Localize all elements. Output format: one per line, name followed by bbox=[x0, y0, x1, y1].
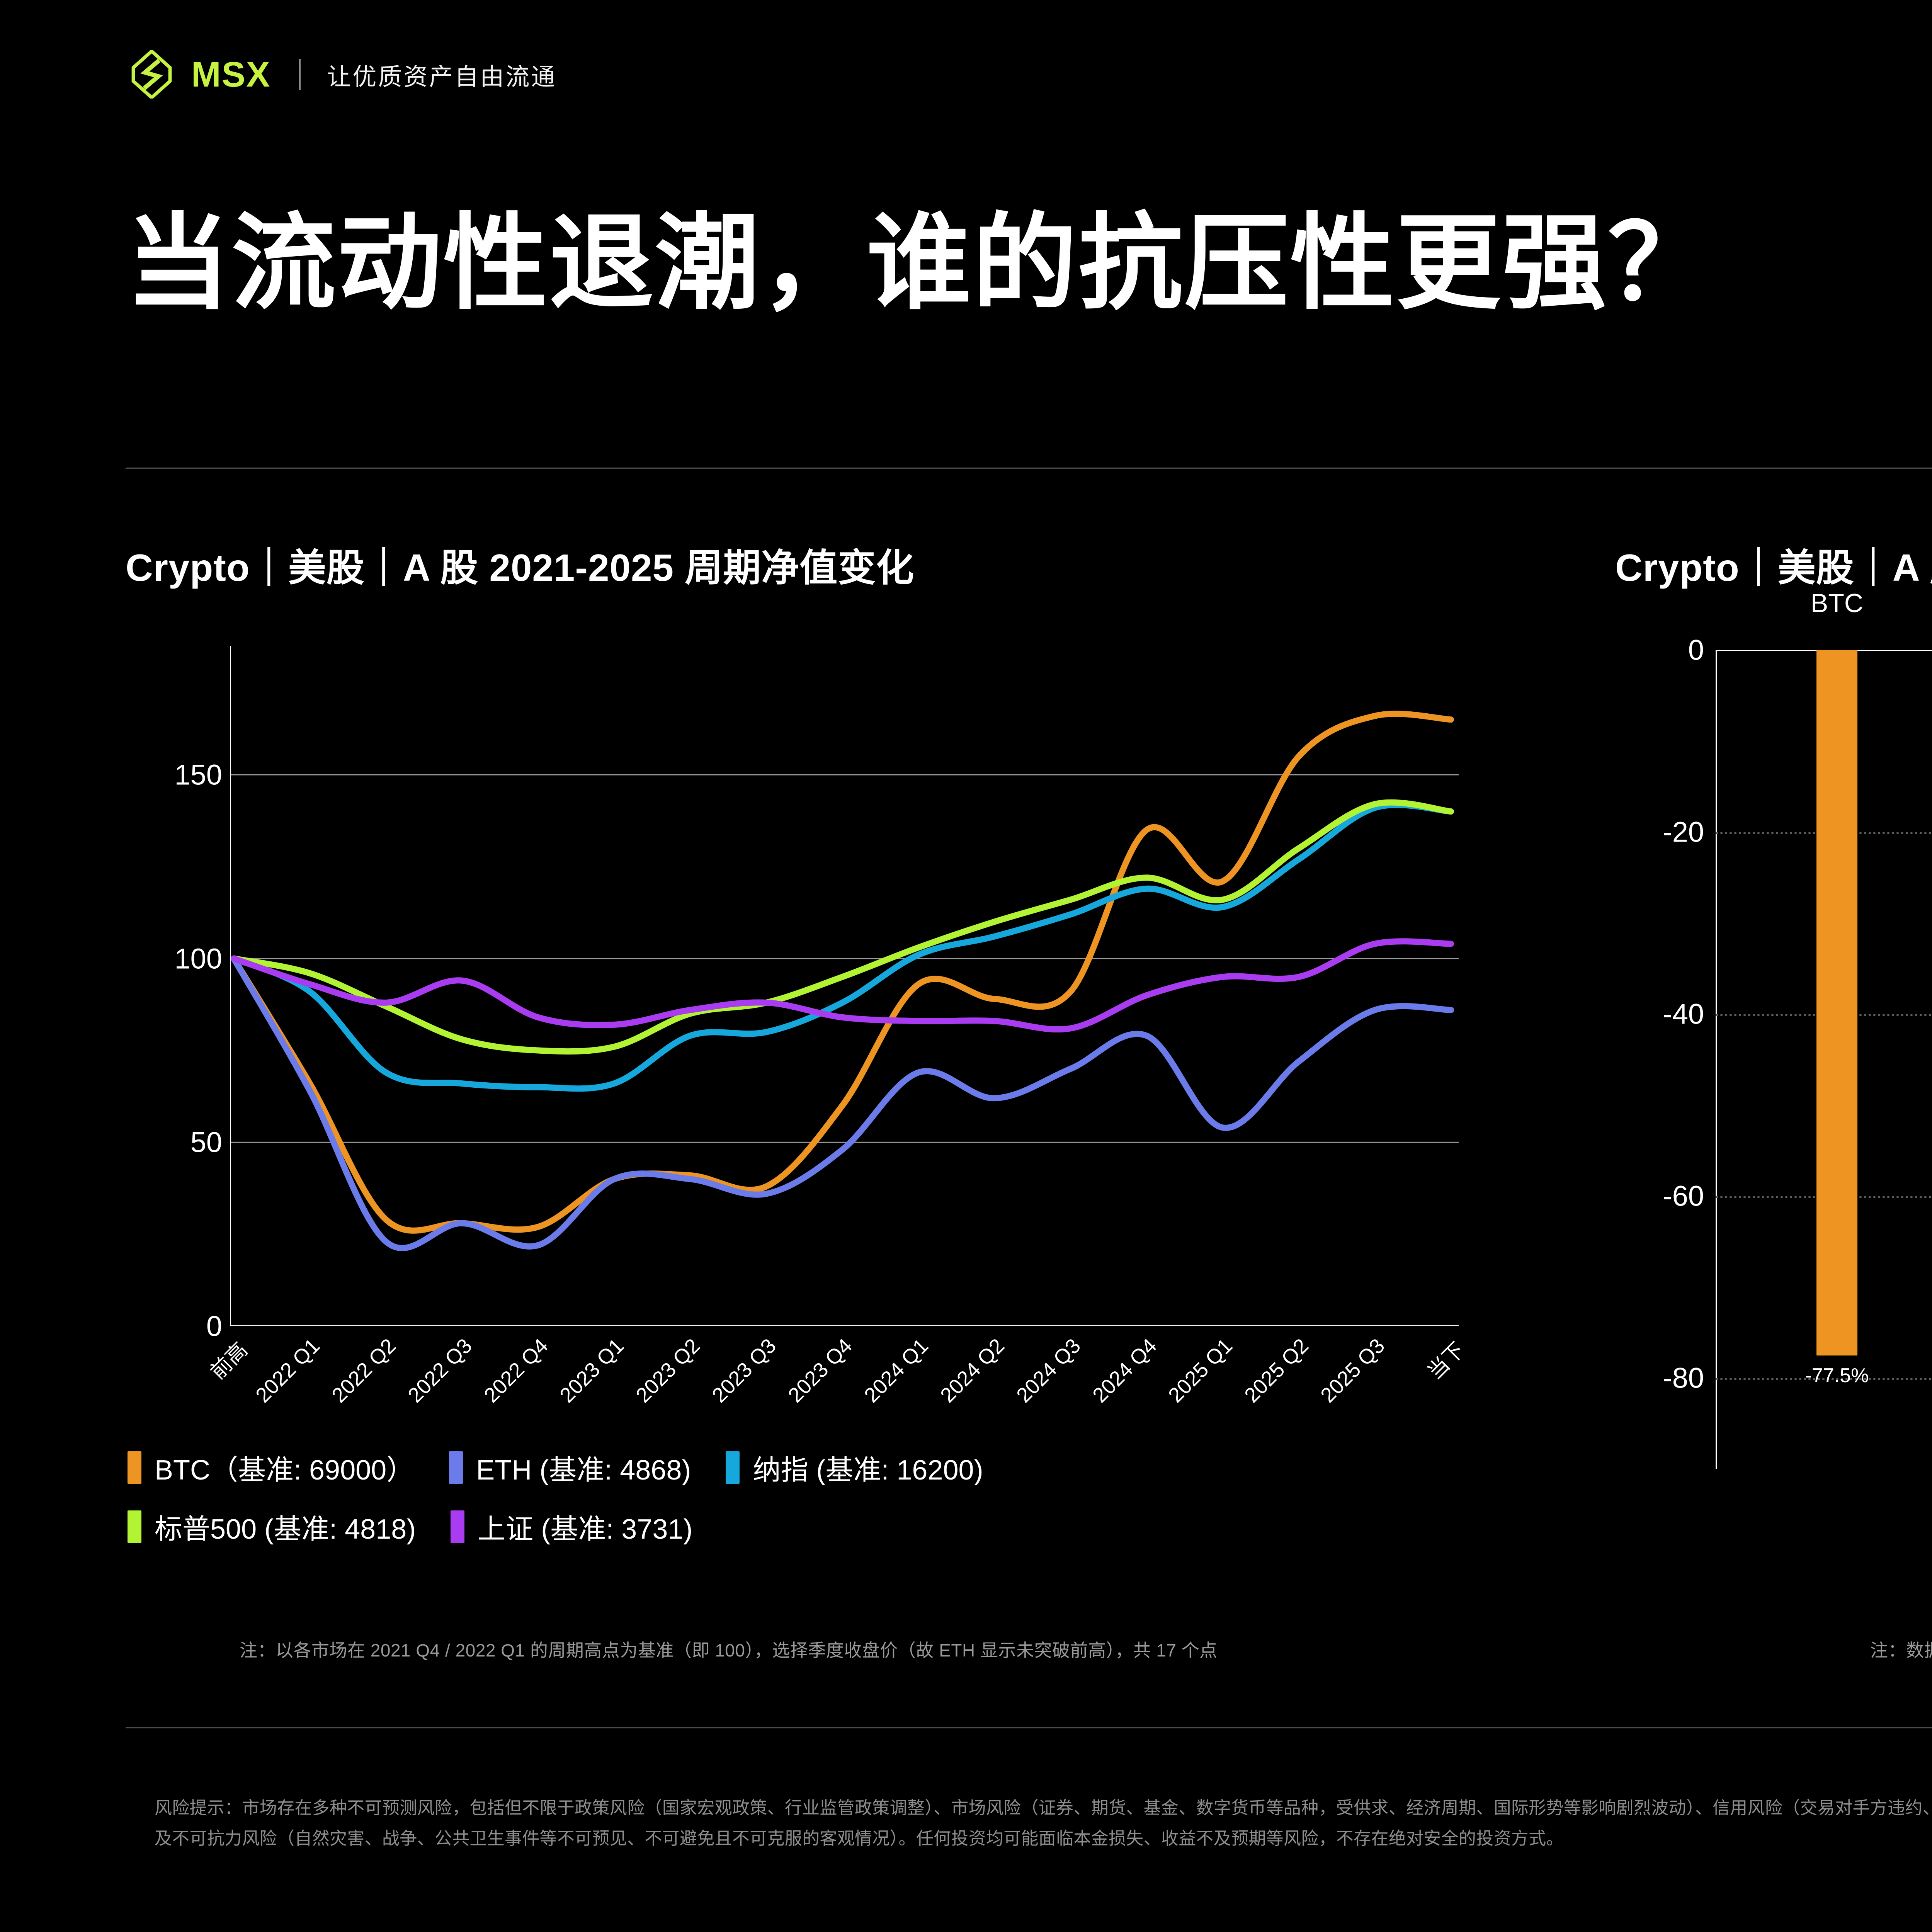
legend-label: BTC（基准: 69000） bbox=[155, 1455, 415, 1486]
line-chart-plot bbox=[229, 646, 1459, 1336]
line-chart-panel: Crypto｜美股｜A 股 2021-2025 周期净值变化 0 50 100 150… bbox=[126, 537, 1555, 1407]
bar-chart-panel: Crypto｜美股｜A 股 「最大回撤」对比 0 -20 -40 -60 -80 BTC… bbox=[1615, 537, 1932, 1469]
line-chart-y-tick: 100 bbox=[174, 942, 222, 975]
line-chart-y-tick: 50 bbox=[190, 1126, 222, 1158]
line-chart-x-tick: 2023 Q2 bbox=[631, 1334, 705, 1407]
legend-label: 标普500 (基准: 4818) bbox=[155, 1514, 416, 1545]
line-chart-x-tick: 2025 Q3 bbox=[1316, 1334, 1389, 1407]
brand-tagline: 让优质资产自由流通 bbox=[327, 63, 557, 90]
line-chart-x-axis: 前高 2022 Q1 2022 Q2 2022 Q3 2022 Q4 2023 Q1 202… bbox=[206, 1330, 1469, 1458]
line-chart-x-tick: 2025 Q2 bbox=[1240, 1334, 1313, 1407]
brand-header: MSX 让优质资产自由流通 bbox=[128, 49, 557, 100]
line-chart: 0 50 100 150 前高 2022 Q1 2022 Q2 2022 Q3 2022 Q4… bbox=[126, 646, 1469, 1407]
bar-chart-gridline bbox=[1716, 1378, 1932, 1381]
line-chart-x-tick: 2024 Q4 bbox=[1088, 1334, 1161, 1407]
line-chart-x-tick: 2022 Q2 bbox=[327, 1334, 400, 1407]
bar-chart-plot: BTC-77.5%ETH-81.9%纳斯达克-37.8%标普 500-25.7%… bbox=[1716, 588, 1932, 1469]
line-chart-legend: BTC（基准: 69000） ETH (基准: 4868) 纳指 (基准: 1620… bbox=[128, 1447, 1403, 1565]
line-chart-x-tick: 2024 Q2 bbox=[935, 1334, 1009, 1407]
bar-chart-y-tick: -60 bbox=[1663, 1180, 1704, 1212]
legend-label: ETH (基准: 4868) bbox=[476, 1455, 691, 1486]
line-chart-x-tick: 2024 Q1 bbox=[860, 1334, 933, 1407]
bar-chart-footnote: 注：数据来源：TradingView、Binance；回撤幅度按各市场 2021… bbox=[1870, 1640, 1932, 1660]
bar-chart-y-tick: -80 bbox=[1663, 1362, 1704, 1394]
legend-item[interactable]: ETH (基准: 4868) bbox=[449, 1447, 691, 1488]
legend-label: 上证 (基准: 3731) bbox=[478, 1514, 693, 1545]
page-title: 当流动性退潮，谁的抗压性更强？ bbox=[126, 205, 1714, 321]
line-chart-x-tick: 2022 Q3 bbox=[403, 1334, 476, 1407]
msx-shield-logo-icon bbox=[128, 49, 176, 100]
legend-color-swatch bbox=[128, 1451, 141, 1484]
line-chart-x-tick: 2025 Q1 bbox=[1164, 1334, 1237, 1407]
line-chart-x-tick: 当下 bbox=[1423, 1338, 1469, 1384]
legend-item[interactable]: 标普500 (基准: 4818) bbox=[128, 1506, 416, 1547]
line-chart-x-tick: 2022 Q4 bbox=[479, 1334, 553, 1407]
line-chart-y-tick: 0 bbox=[206, 1310, 222, 1342]
line-chart-y-tick: 150 bbox=[174, 759, 222, 791]
legend-color-swatch bbox=[451, 1510, 465, 1543]
bar-chart-bar[interactable] bbox=[1816, 650, 1858, 1355]
legend-label: 纳指 (基准: 16200) bbox=[753, 1455, 983, 1486]
legend-row: 标普500 (基准: 4818) 上证 (基准: 3731) bbox=[128, 1506, 1403, 1547]
bar-chart-title: Crypto｜美股｜A 股 「最大回撤」对比 bbox=[1615, 546, 1932, 589]
bar-chart-y-tick: 0 bbox=[1688, 634, 1704, 666]
legend-color-swatch bbox=[726, 1451, 740, 1484]
brand-name: MSX bbox=[191, 54, 271, 94]
line-chart-x-tick: 2024 Q3 bbox=[1012, 1334, 1085, 1407]
legend-color-swatch bbox=[449, 1451, 463, 1484]
bar-chart-value-label: -77.5% bbox=[1805, 1364, 1869, 1387]
line-chart-x-tick: 2022 Q1 bbox=[251, 1334, 325, 1407]
legend-color-swatch bbox=[128, 1510, 141, 1543]
bar-chart-y-tick: -20 bbox=[1663, 816, 1704, 848]
header-divider bbox=[126, 468, 1932, 469]
risk-disclaimer: 风险提示：市场存在多种不可预测风险，包括但不限于政策风险（国家宏观政策、行业监管… bbox=[155, 1798, 1932, 1848]
line-chart-y-axis: 0 50 100 150 bbox=[126, 646, 222, 1342]
line-chart-footnote: 注：以各市场在 2021 Q4 / 2022 Q1 的周期高点为基准（即 100… bbox=[240, 1640, 1218, 1660]
brand-divider bbox=[299, 59, 301, 90]
line-chart-x-tick: 2023 Q3 bbox=[707, 1334, 781, 1407]
line-chart-title: Crypto｜美股｜A 股 2021-2025 周期净值变化 bbox=[126, 546, 915, 589]
line-chart-x-tick: 2023 Q4 bbox=[784, 1334, 857, 1407]
legend-item[interactable]: 上证 (基准: 3731) bbox=[451, 1506, 692, 1547]
bar-chart-axis-line bbox=[1716, 650, 1717, 1469]
footer-divider bbox=[126, 1727, 1932, 1728]
bar-chart-category-label: BTC bbox=[1811, 588, 1863, 618]
legend-item[interactable]: 纳指 (基准: 16200) bbox=[726, 1447, 983, 1488]
bar-chart: 0-20-40-60-80 BTC-77.5%ETH-81.9%纳斯达克-37.… bbox=[1615, 588, 1932, 1469]
legend-row: BTC（基准: 69000） ETH (基准: 4868) 纳指 (基准: 1620… bbox=[128, 1447, 1403, 1488]
bar-chart-y-tick: -40 bbox=[1663, 998, 1704, 1030]
bar-chart-y-axis: 0 -20 -40 -60 -80 bbox=[1615, 634, 1704, 1469]
legend-item[interactable]: BTC（基准: 69000） bbox=[128, 1447, 414, 1488]
line-chart-x-tick: 2023 Q1 bbox=[555, 1334, 629, 1407]
